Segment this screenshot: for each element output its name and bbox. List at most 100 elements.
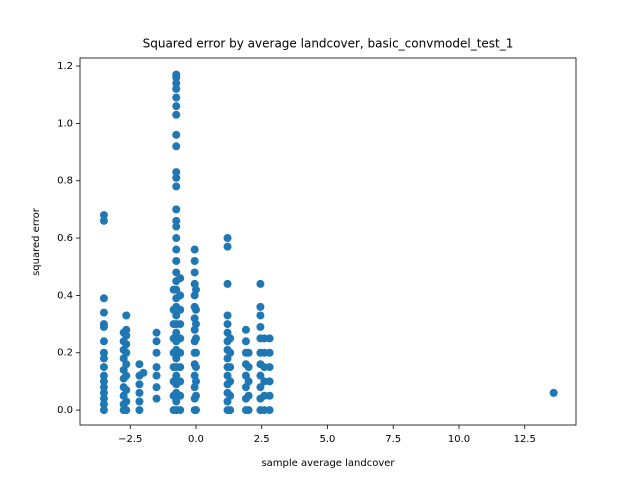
x-tick-label: 7.5 (385, 434, 401, 445)
point (256, 371, 265, 380)
point (176, 377, 185, 386)
point (99, 354, 108, 363)
point (135, 380, 144, 389)
point (152, 337, 161, 346)
point (176, 363, 185, 372)
point (169, 285, 178, 294)
point (244, 377, 253, 386)
point (99, 294, 108, 303)
point (191, 363, 200, 372)
point (256, 383, 265, 392)
point (191, 305, 200, 314)
point (176, 406, 185, 415)
point (191, 377, 200, 386)
point (135, 360, 144, 369)
x-tick-label: 10.0 (448, 434, 470, 445)
y-tick-label: 0.8 (57, 176, 73, 187)
point (226, 334, 235, 343)
x-axis-label: sample average landcover (261, 458, 395, 469)
y-tick-label: 1.2 (57, 61, 73, 72)
point (190, 268, 199, 277)
point (191, 348, 200, 357)
x-tick-label: 0.0 (188, 434, 204, 445)
point (152, 348, 161, 357)
point (191, 285, 200, 294)
point (241, 337, 250, 346)
point (99, 211, 108, 220)
point (172, 142, 181, 151)
point (122, 340, 131, 349)
point (172, 110, 181, 119)
point (169, 391, 178, 400)
y-axis-label: squared error (31, 207, 42, 276)
plot-frame (79, 57, 577, 426)
point (99, 348, 108, 357)
point (169, 305, 178, 314)
point (122, 348, 131, 357)
point (99, 377, 108, 386)
y-tick-label: 0.6 (57, 233, 73, 244)
point (265, 406, 274, 415)
point (99, 406, 108, 415)
point (244, 406, 253, 415)
point (244, 363, 253, 372)
point (223, 279, 232, 288)
point (169, 363, 178, 372)
point (226, 391, 235, 400)
point (135, 388, 144, 397)
point (152, 383, 161, 392)
point (176, 305, 185, 314)
point (172, 216, 181, 225)
point (226, 348, 235, 357)
point (99, 388, 108, 397)
point (99, 308, 108, 317)
point (226, 377, 235, 386)
point (135, 397, 144, 406)
y-tick-label: 0.0 (57, 405, 73, 416)
x-tick-label: −2.5 (118, 434, 142, 445)
point (172, 79, 181, 88)
point (265, 377, 274, 386)
point (169, 320, 178, 329)
point (191, 334, 200, 343)
x-tick-label: 12.5 (514, 434, 536, 445)
point (176, 391, 185, 400)
point (99, 383, 108, 392)
point (172, 93, 181, 102)
point (256, 279, 265, 288)
point (99, 371, 108, 380)
point (99, 320, 108, 329)
point (152, 394, 161, 403)
point (99, 400, 108, 409)
point (172, 205, 181, 214)
point (265, 348, 274, 357)
y-tick-label: 0.4 (57, 290, 73, 301)
point (265, 363, 274, 372)
x-tick-label: 2.5 (254, 434, 270, 445)
point (152, 363, 161, 372)
point (169, 406, 178, 415)
point (122, 397, 131, 406)
point (152, 371, 161, 380)
point (169, 377, 178, 386)
point (265, 391, 274, 400)
point (172, 222, 181, 231)
point (172, 234, 181, 243)
point (172, 256, 181, 265)
point (191, 391, 200, 400)
point (190, 256, 199, 265)
point (135, 406, 144, 415)
point (172, 173, 181, 182)
point (223, 320, 232, 329)
point (152, 328, 161, 337)
point (122, 325, 131, 334)
point (256, 302, 265, 311)
point (172, 84, 181, 93)
point (172, 182, 181, 191)
point (244, 348, 253, 357)
point (256, 311, 265, 320)
point (169, 334, 178, 343)
point (223, 311, 232, 320)
point (122, 311, 131, 320)
